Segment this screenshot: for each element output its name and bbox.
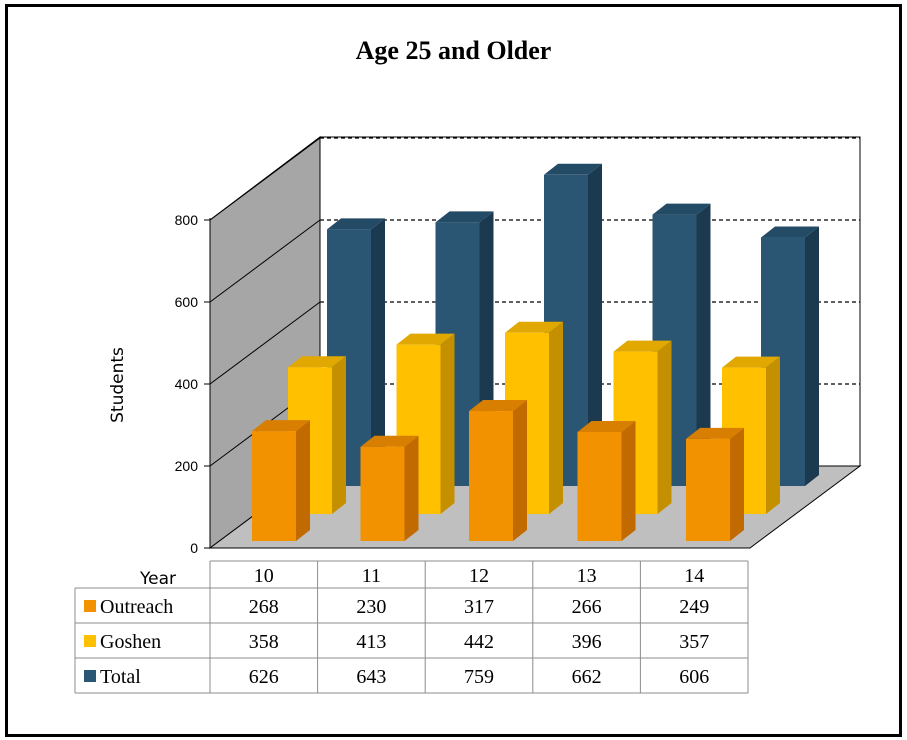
bar-side	[766, 356, 780, 514]
bar-top	[469, 400, 527, 412]
bar-top	[577, 420, 636, 432]
bar-side	[588, 163, 602, 486]
bar-side	[549, 321, 563, 514]
table-cell: 759	[464, 666, 494, 688]
y-tick-label: 200	[175, 458, 199, 474]
bar-side	[730, 427, 744, 541]
bar-top	[722, 356, 780, 368]
table-header-label: Year	[139, 569, 176, 589]
legend-label: Goshen	[100, 631, 161, 653]
bar-side	[404, 435, 419, 541]
y-tick-label: 600	[175, 294, 199, 310]
bar-side	[332, 356, 346, 514]
legend-label: Total	[100, 666, 141, 688]
bar	[686, 438, 730, 541]
y-tick-label: 0	[190, 540, 198, 556]
table-category-header: 10	[254, 565, 274, 587]
y-tick-label: 800	[175, 212, 199, 228]
gridline-wall	[209, 219, 321, 303]
bar-side	[696, 203, 711, 486]
bar-top	[360, 435, 419, 447]
bar	[252, 431, 296, 541]
bar-side	[440, 333, 455, 514]
table-cell: 643	[356, 666, 386, 688]
table-cell: 317	[464, 596, 494, 618]
legend-swatch	[84, 600, 96, 612]
bar	[360, 446, 405, 541]
table-cell: 249	[679, 596, 709, 618]
bar-top	[544, 163, 602, 175]
table-cell: 626	[249, 666, 279, 688]
table-cell: 230	[356, 596, 386, 618]
legend-label: Outreach	[100, 596, 173, 618]
bar-side	[805, 226, 819, 487]
table-cell: 266	[572, 596, 602, 618]
bar-top	[613, 340, 672, 352]
table-cell: 396	[572, 631, 602, 653]
bar-side	[296, 420, 310, 541]
bar-top	[686, 427, 744, 439]
bar-side	[621, 420, 636, 541]
bar-top	[652, 203, 711, 215]
bar-top	[252, 420, 310, 432]
table-cell: 442	[464, 631, 494, 653]
bar-top	[505, 321, 563, 333]
gridline-wall	[209, 137, 321, 221]
table-cell: 413	[356, 631, 386, 653]
bar-top	[288, 356, 346, 368]
y-tick-label: 400	[175, 376, 199, 392]
table-category-header: 14	[684, 565, 704, 587]
legend-swatch	[84, 670, 96, 682]
table-category-header: 11	[362, 565, 381, 587]
table-category-header: 13	[577, 565, 597, 587]
table-cell: 606	[679, 666, 709, 688]
bar-top	[761, 226, 819, 238]
table-cell: 662	[572, 666, 602, 688]
chart-title: Age 25 and Older	[355, 36, 552, 65]
bar	[577, 431, 622, 541]
bar-side	[657, 340, 672, 514]
bar	[469, 411, 513, 541]
bar-top	[435, 211, 494, 223]
bar-top	[396, 333, 455, 345]
gridline-wall	[209, 301, 321, 385]
table-cell: 268	[249, 596, 279, 618]
legend-swatch	[84, 635, 96, 647]
bar-top	[327, 218, 385, 230]
bar-side	[513, 400, 527, 541]
table-category-header: 12	[469, 565, 489, 587]
table-cell: 357	[679, 631, 709, 653]
bar-side	[371, 218, 385, 486]
table-cell: 358	[249, 631, 279, 653]
y-axis-label: Students	[108, 347, 128, 423]
